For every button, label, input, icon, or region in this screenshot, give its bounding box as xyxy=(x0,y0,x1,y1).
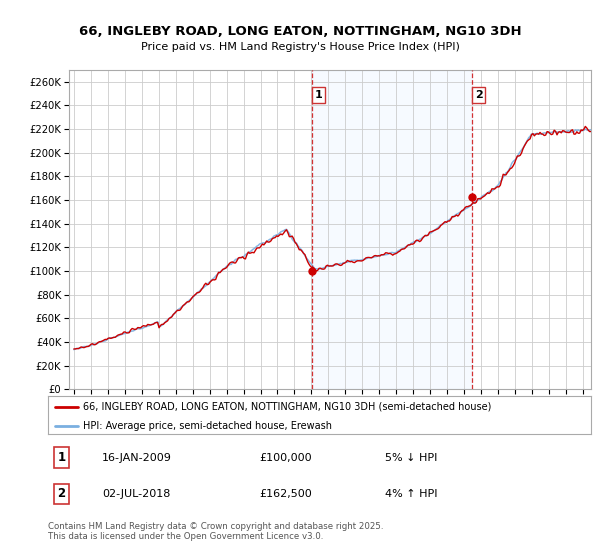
Text: £162,500: £162,500 xyxy=(260,489,313,499)
Text: 16-JAN-2009: 16-JAN-2009 xyxy=(103,452,172,463)
Text: £100,000: £100,000 xyxy=(260,452,313,463)
Text: Price paid vs. HM Land Registry's House Price Index (HPI): Price paid vs. HM Land Registry's House … xyxy=(140,42,460,52)
Text: 02-JUL-2018: 02-JUL-2018 xyxy=(103,489,170,499)
Text: 1: 1 xyxy=(58,451,65,464)
Text: 2: 2 xyxy=(58,487,65,500)
Text: 2: 2 xyxy=(475,90,482,100)
Text: HPI: Average price, semi-detached house, Erewash: HPI: Average price, semi-detached house,… xyxy=(83,421,332,431)
Text: 4% ↑ HPI: 4% ↑ HPI xyxy=(385,489,437,499)
Text: 1: 1 xyxy=(314,90,322,100)
Text: 5% ↓ HPI: 5% ↓ HPI xyxy=(385,452,437,463)
Text: 66, INGLEBY ROAD, LONG EATON, NOTTINGHAM, NG10 3DH: 66, INGLEBY ROAD, LONG EATON, NOTTINGHAM… xyxy=(79,25,521,38)
Text: Contains HM Land Registry data © Crown copyright and database right 2025.
This d: Contains HM Land Registry data © Crown c… xyxy=(48,522,383,542)
Bar xyxy=(312,70,472,389)
Text: 66, INGLEBY ROAD, LONG EATON, NOTTINGHAM, NG10 3DH (semi-detached house): 66, INGLEBY ROAD, LONG EATON, NOTTINGHAM… xyxy=(83,402,491,412)
